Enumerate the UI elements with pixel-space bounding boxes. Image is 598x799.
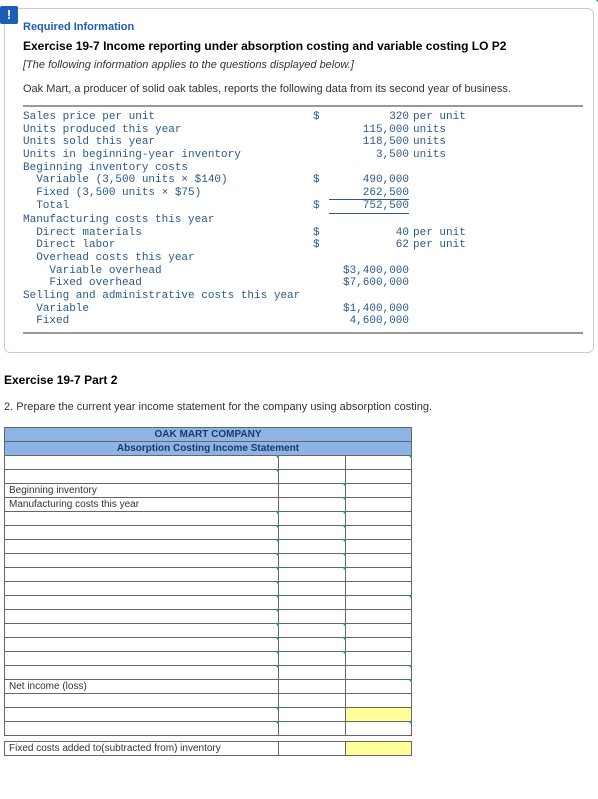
line-input[interactable]: [5, 469, 279, 483]
net-income-label: Net income (loss): [5, 679, 279, 693]
line-input[interactable]: [5, 455, 279, 469]
amount-input[interactable]: [346, 651, 412, 665]
amount-input[interactable]: [346, 665, 412, 679]
amount-input[interactable]: [279, 455, 346, 469]
amount-input[interactable]: [279, 511, 346, 525]
amount-input[interactable]: [346, 469, 412, 483]
amount-input[interactable]: [279, 623, 346, 637]
line-input[interactable]: [5, 525, 279, 539]
amount-input[interactable]: [346, 637, 412, 651]
line-input[interactable]: [5, 623, 279, 637]
required-label: Required Information: [23, 21, 575, 33]
amount-input[interactable]: [279, 497, 346, 511]
line-input[interactable]: [5, 707, 279, 721]
amount-input[interactable]: [279, 741, 346, 755]
intro-text: Oak Mart, a producer of solid oak tables…: [23, 83, 575, 95]
amount-input[interactable]: [279, 553, 346, 567]
amount-input[interactable]: [279, 581, 346, 595]
beg-inventory-label: Beginning inventory: [5, 483, 279, 497]
amount-input[interactable]: [279, 539, 346, 553]
mfg-costs-label: Manufacturing costs this year: [5, 497, 279, 511]
amount-input[interactable]: [279, 525, 346, 539]
amount-input[interactable]: [346, 497, 412, 511]
blank: [346, 693, 412, 707]
amount-input[interactable]: [279, 483, 346, 497]
amount-input[interactable]: [279, 665, 346, 679]
amount-input[interactable]: [346, 511, 412, 525]
amount-input[interactable]: [346, 525, 412, 539]
company-header: OAK MART COMPANY: [5, 427, 412, 441]
line-input[interactable]: [5, 581, 279, 595]
amount-input[interactable]: [279, 637, 346, 651]
amount-input[interactable]: [279, 567, 346, 581]
amount-input[interactable]: [279, 469, 346, 483]
amount-input[interactable]: [346, 567, 412, 581]
amount-input[interactable]: [346, 483, 412, 497]
amount-input[interactable]: [279, 707, 346, 721]
line-input[interactable]: [5, 511, 279, 525]
part2-instruction: 2. Prepare the current year income state…: [4, 401, 594, 413]
income-statement-table: OAK MART COMPANY Absorption Costing Inco…: [4, 427, 412, 756]
amount-input[interactable]: [346, 679, 412, 693]
highlight-input[interactable]: [346, 707, 412, 721]
data-table: Sales price per unit$320 per unitUnits p…: [23, 105, 583, 334]
highlight-input[interactable]: [346, 741, 412, 755]
amount-input[interactable]: [346, 581, 412, 595]
blank: [5, 693, 279, 707]
alert-icon: !: [0, 6, 18, 24]
line-input[interactable]: [5, 553, 279, 567]
amount-input[interactable]: [279, 595, 346, 609]
amount-input[interactable]: [346, 623, 412, 637]
required-info-panel: ! Required Information Exercise 19-7 Inc…: [4, 8, 594, 353]
amount-input[interactable]: [279, 721, 346, 735]
amount-input[interactable]: [346, 595, 412, 609]
statement-subtitle: Absorption Costing Income Statement: [5, 441, 412, 455]
exercise-title: Exercise 19-7 Income reporting under abs…: [23, 39, 575, 53]
line-input[interactable]: [5, 721, 279, 735]
amount-input[interactable]: [279, 679, 346, 693]
line-input[interactable]: [5, 595, 279, 609]
line-input[interactable]: [5, 539, 279, 553]
line-input[interactable]: [5, 665, 279, 679]
part2-title: Exercise 19-7 Part 2: [4, 373, 594, 387]
line-input[interactable]: [5, 609, 279, 623]
line-input[interactable]: [5, 567, 279, 581]
amount-input[interactable]: [346, 455, 412, 469]
amount-input[interactable]: [279, 651, 346, 665]
amount-input[interactable]: [346, 721, 412, 735]
amount-input[interactable]: [279, 609, 346, 623]
blank: [279, 693, 346, 707]
amount-input[interactable]: [346, 609, 412, 623]
context-note: [The following information applies to th…: [23, 59, 575, 71]
line-input[interactable]: [5, 637, 279, 651]
amount-input[interactable]: [346, 553, 412, 567]
line-input[interactable]: [5, 651, 279, 665]
fixed-costs-label: Fixed costs added to(subtracted from) in…: [5, 741, 279, 755]
amount-input[interactable]: [346, 539, 412, 553]
